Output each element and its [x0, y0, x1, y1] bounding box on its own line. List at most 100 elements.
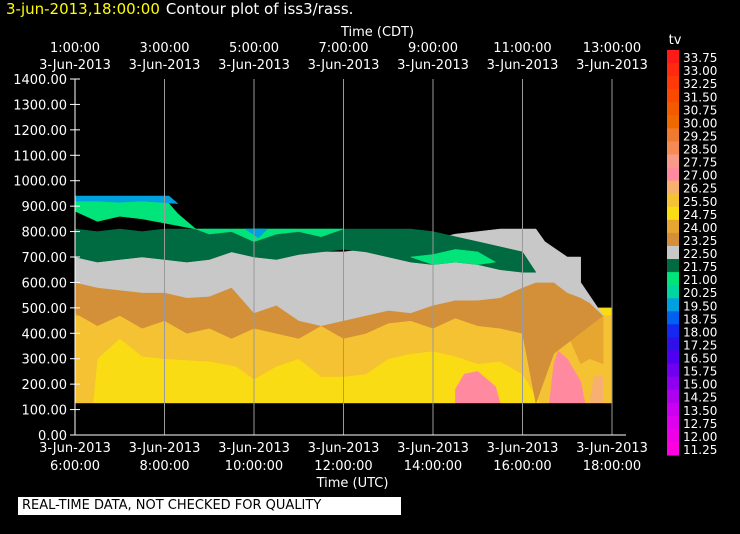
y-tick-label: 600.00 [22, 276, 68, 291]
y-tick-label: 900.00 [22, 200, 68, 215]
contour-band-27-00-12 [549, 350, 586, 404]
colorbar-tick-label: 24.75 [683, 208, 717, 222]
y-tick-label: 800.00 [22, 226, 68, 241]
colorbar-swatch [667, 128, 679, 142]
quality-notice: REAL-TIME DATA, NOT CHECKED FOR QUALITY [18, 497, 401, 515]
colorbar-swatch [667, 50, 679, 64]
top-axis-title: Time (CDT) [340, 25, 414, 40]
colorbar-swatch [667, 363, 679, 378]
y-tick-label: 500.00 [22, 302, 68, 317]
bottom-tick-time: 10:00:00 [225, 459, 283, 474]
top-tick-time: 11:00:00 [493, 41, 551, 56]
bottom-tick-time: 6:00:00 [50, 459, 100, 474]
colorbar-tick-label: 15.00 [683, 378, 717, 392]
contour-band-26-25-13 [589, 376, 604, 404]
bottom-tick-time: 8:00:00 [139, 459, 189, 474]
colorbar-tick-label: 26.25 [683, 182, 717, 196]
bottom-tick-date: 3-Jun-2013 [308, 441, 380, 456]
y-tick-label: 100.00 [22, 404, 68, 419]
colorbar-swatch [667, 193, 679, 208]
colorbar-swatch [667, 206, 679, 221]
colorbar-tick-label: 18.00 [683, 325, 717, 339]
colorbar-tick-label: 20.25 [683, 286, 717, 300]
colorbar-tick-label: 18.75 [683, 312, 717, 326]
colorbar-tick-label: 15.75 [683, 365, 717, 379]
colorbar-swatch [667, 441, 679, 456]
colorbar-tick-label: 12.75 [683, 417, 717, 431]
colorbar-swatch [667, 115, 679, 129]
colorbar-swatch [667, 272, 679, 286]
colorbar-swatch [667, 154, 679, 169]
top-tick-date: 3-Jun-2013 [218, 58, 290, 73]
top-tick-time: 7:00:00 [318, 41, 368, 56]
colorbar-swatch [667, 180, 679, 195]
colorbar-tick-label: 28.50 [683, 143, 717, 157]
colorbar-tick-label: 32.25 [683, 77, 717, 91]
bottom-axis-title: Time (UTC) [316, 476, 389, 491]
top-tick-time: 13:00:00 [583, 41, 641, 56]
colorbar-tick-label: 27.00 [683, 169, 717, 183]
colorbar-tick-label: 21.75 [683, 260, 717, 274]
top-tick-time: 1:00:00 [50, 41, 100, 56]
colorbar-swatch [667, 141, 679, 156]
bottom-tick-date: 3-Jun-2013 [576, 441, 648, 456]
top-tick-date: 3-Jun-2013 [397, 58, 469, 73]
colorbar-tick-label: 16.50 [683, 352, 717, 366]
colorbar-swatch [667, 167, 679, 182]
colorbar-tick-label: 22.50 [683, 247, 717, 261]
y-tick-label: 1300.00 [13, 98, 67, 113]
contour-band-19-50-10 [244, 228, 269, 239]
bottom-tick-date: 3-Jun-2013 [397, 441, 469, 456]
bottom-tick-date: 3-Jun-2013 [129, 441, 201, 456]
y-tick-label: 300.00 [22, 353, 68, 368]
bottom-tick-time: 18:00:00 [583, 459, 641, 474]
colorbar-tick-label: 13.50 [683, 404, 717, 418]
colorbar-swatch [667, 285, 679, 299]
colorbar-swatch [667, 63, 679, 77]
y-tick-label: 1400.00 [13, 73, 67, 88]
y-tick-label: 1200.00 [13, 124, 67, 139]
colorbar-tick-label: 31.50 [683, 90, 717, 104]
bottom-tick-date: 3-Jun-2013 [39, 441, 111, 456]
colorbar-tick-label: 19.50 [683, 299, 717, 313]
colorbar-tick-label: 24.00 [683, 221, 717, 235]
colorbar-swatch [667, 311, 679, 325]
colorbar-swatch [667, 76, 679, 90]
colorbar-tick-label: 25.50 [683, 195, 717, 209]
colorbar-swatch [667, 389, 679, 404]
top-tick-date: 3-Jun-2013 [487, 58, 559, 73]
top-tick-time: 9:00:00 [408, 41, 458, 56]
colorbar-tick-label: 30.75 [683, 103, 717, 117]
y-tick-label: 1000.00 [13, 175, 67, 190]
timestamp: 3-jun-2013,18:00:00 [6, 0, 160, 18]
top-tick-date: 3-Jun-2013 [129, 58, 201, 73]
colorbar-tick-label: 11.25 [683, 443, 717, 457]
colorbar-swatch [667, 415, 679, 430]
top-tick-time: 5:00:00 [229, 41, 279, 56]
colorbar-swatch [667, 245, 679, 260]
bottom-tick-time: 12:00:00 [314, 459, 372, 474]
top-tick-date: 3-Jun-2013 [576, 58, 648, 73]
colorbar-tick-label: 27.75 [683, 156, 717, 170]
bottom-tick-date: 3-Jun-2013 [218, 441, 290, 456]
top-tick-date: 3-Jun-2013 [308, 58, 380, 73]
y-tick-label: 200.00 [22, 378, 68, 393]
colorbar-tick-label: 12.00 [683, 430, 717, 444]
colorbar-swatch [667, 350, 679, 365]
contour-band-19-50-9 [74, 195, 179, 204]
colorbar-swatch [667, 259, 679, 273]
bottom-tick-date: 3-Jun-2013 [487, 441, 559, 456]
colorbar-tick-label: 33.00 [683, 64, 717, 78]
colorbar-swatch [667, 428, 679, 443]
contour-band-21-00-6 [410, 249, 497, 265]
y-tick-label: 1100.00 [13, 149, 67, 164]
colorbar-tick-label: 23.25 [683, 234, 717, 248]
contour-band-27-00-11 [455, 371, 501, 404]
y-tick-label: 700.00 [22, 251, 68, 266]
colorbar-label: tv [669, 33, 682, 48]
colorbar-swatch [667, 232, 679, 247]
colorbar-swatch [667, 89, 679, 103]
colorbar-swatch [667, 337, 679, 351]
chart-title: Contour plot of iss3/rass. [165, 0, 354, 18]
